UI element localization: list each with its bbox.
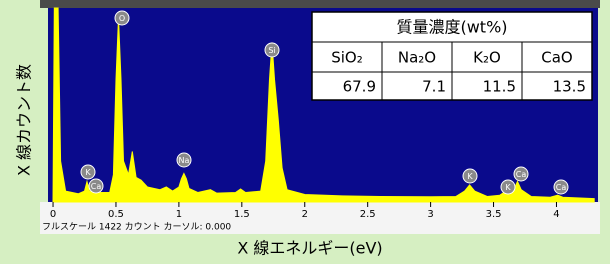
table-header: K₂O	[473, 49, 501, 67]
peak-label: Ca	[516, 170, 527, 179]
peak-label: Si	[268, 46, 275, 55]
table-header: CaO	[541, 49, 572, 67]
peak-label: Ca	[91, 182, 102, 191]
peak-label: Na	[179, 156, 190, 165]
peak-label: K	[505, 183, 511, 192]
x-tick-label: 2	[302, 209, 308, 220]
table-value: 11.5	[483, 78, 516, 96]
table-value: 13.5	[553, 78, 586, 96]
x-tick-label: 0.5	[108, 209, 124, 220]
chart: X 線カウント数 X 線エネルギー(eV) フルスケール 1422 カウント カ…	[0, 0, 610, 264]
peak-label: K	[85, 168, 91, 177]
table-value: 67.9	[343, 78, 376, 96]
x-axis-label: X 線エネルギー(eV)	[237, 239, 382, 258]
y-axis-label: X 線カウント数	[15, 64, 34, 176]
table-value: 7.1	[422, 78, 446, 96]
table-header: Na₂O	[398, 49, 436, 67]
peak-label: Ca	[556, 183, 567, 192]
peak-label: O	[119, 14, 125, 23]
x-tick-label: 0	[50, 209, 56, 220]
table-header: SiO₂	[331, 49, 363, 67]
x-tick-label: 1.5	[234, 209, 250, 220]
x-tick-label: 3	[427, 209, 433, 220]
scale-note: フルスケール 1422 カウント カーソル: 0.000	[42, 222, 231, 233]
x-tick-label: 3.5	[486, 209, 502, 220]
x-tick-label: 2.5	[360, 209, 376, 220]
x-tick-label: 1	[176, 209, 182, 220]
image-strip	[40, 0, 600, 8]
table-title: 質量濃度(wt%)	[396, 18, 507, 37]
x-tick-label: 4	[553, 209, 559, 220]
peak-label: K	[467, 172, 473, 181]
